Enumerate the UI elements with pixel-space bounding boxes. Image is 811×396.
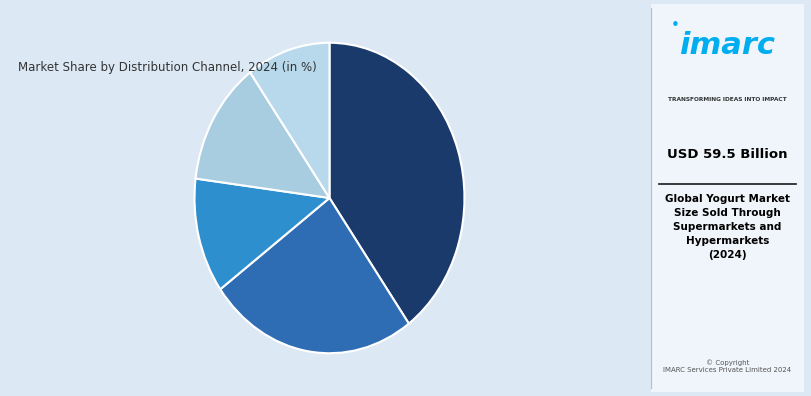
Wedge shape — [195, 72, 329, 198]
Text: USD 59.5 Billion: USD 59.5 Billion — [667, 148, 787, 160]
Wedge shape — [329, 43, 464, 324]
Text: TRANSFORMING IDEAS INTO IMPACT: TRANSFORMING IDEAS INTO IMPACT — [667, 97, 786, 102]
Wedge shape — [195, 179, 329, 289]
Text: imarc: imarc — [679, 31, 775, 60]
Text: •: • — [670, 17, 679, 32]
FancyBboxPatch shape — [650, 4, 803, 392]
Text: © Copyright
IMARC Services Private Limited 2024: © Copyright IMARC Services Private Limit… — [663, 359, 791, 373]
Text: Market Share by Distribution Channel, 2024 (in %): Market Share by Distribution Channel, 20… — [18, 61, 316, 74]
Wedge shape — [250, 43, 329, 198]
Wedge shape — [220, 198, 408, 353]
Text: Global Yogurt Market
Size Sold Through
Supermarkets and
Hypermarkets
(2024): Global Yogurt Market Size Sold Through S… — [664, 194, 789, 260]
